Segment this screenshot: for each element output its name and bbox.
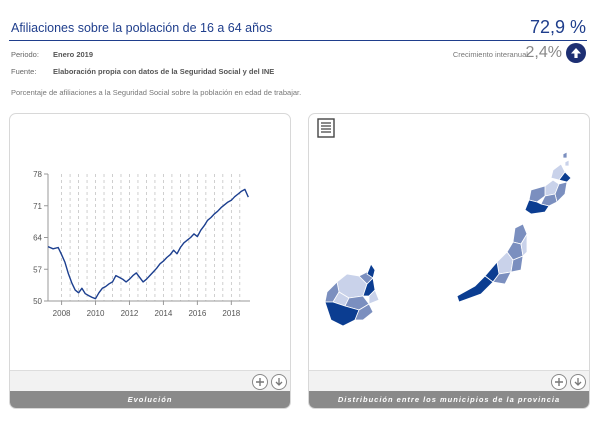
source-label: Fuente:: [11, 67, 37, 76]
y-tick-label: 71: [33, 202, 42, 211]
province-map: [324, 151, 572, 327]
distribution-panel: Distribución entre los municipios de la …: [308, 113, 590, 409]
y-tick-label: 64: [33, 234, 42, 243]
series-line: [47, 188, 249, 300]
evolution-panel: 50 57 64 71 78 2008 2010 2012 2014 2016 2018 Evolu…: [9, 113, 291, 409]
zoom-in-icon[interactable]: [252, 374, 268, 390]
zoom-in-icon[interactable]: [551, 374, 567, 390]
gran-canaria-island: [324, 263, 380, 327]
evolution-chart: 50 57 64 71 78 2008 2010 2012 2014 2016 2018: [33, 170, 250, 318]
x-tick-label: 2018: [222, 309, 240, 318]
headline-value: 72,9 %: [529, 17, 586, 37]
download-icon[interactable]: [570, 374, 586, 390]
x-tick-label: 2012: [121, 309, 139, 318]
x-tick-label: 2010: [87, 309, 105, 318]
fuerteventura-island: [456, 223, 528, 303]
x-tick-label: 2008: [53, 309, 71, 318]
table-view-icon[interactable]: [317, 118, 335, 138]
period-value: Enero 2019: [53, 50, 94, 59]
growth-value: 2,4%: [525, 44, 562, 61]
up-arrow-icon: [566, 43, 586, 63]
growth-label: Crecimiento interanual:: [452, 50, 530, 59]
evolution-tab[interactable]: Evolución: [10, 391, 290, 408]
download-icon[interactable]: [271, 374, 287, 390]
y-tick-label: 78: [33, 170, 42, 179]
distribution-toolbar: [309, 370, 589, 392]
evolution-toolbar: [10, 370, 290, 392]
title-divider: [9, 40, 587, 41]
lanzarote-island: [524, 151, 572, 215]
description-text: Porcentaje de afiliaciones a la Segurida…: [11, 88, 302, 97]
period-label: Periodo:: [11, 50, 39, 59]
y-tick-label: 50: [33, 297, 42, 306]
y-tick-label: 57: [33, 265, 42, 274]
page-title: Afiliaciones sobre la población de 16 a …: [11, 21, 273, 35]
distribution-tab[interactable]: Distribución entre los municipios de la …: [309, 391, 589, 408]
x-tick-label: 2016: [188, 309, 206, 318]
source-value: Elaboración propia con datos de la Segur…: [53, 67, 275, 76]
x-tick-label: 2014: [155, 309, 173, 318]
